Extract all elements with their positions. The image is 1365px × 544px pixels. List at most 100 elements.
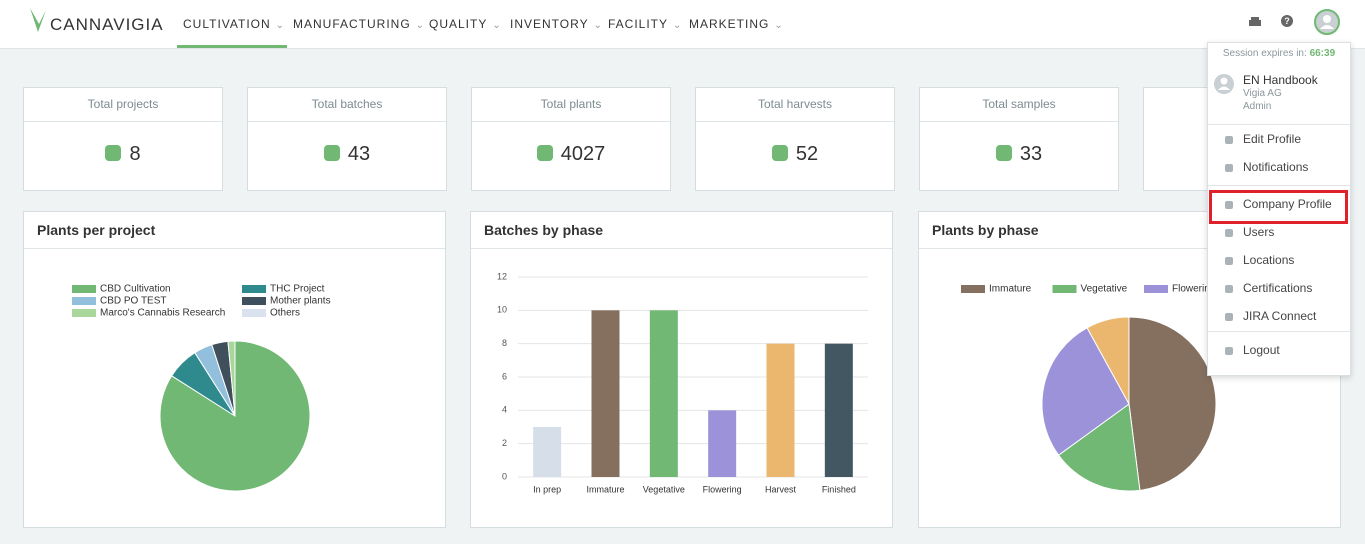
stat-value: 43 [347,143,371,165]
legend-label: THC Project [270,284,325,295]
bar [649,310,678,477]
pie-slice [1041,327,1130,456]
nav-item[interactable]: QUALITY ⌄ [429,17,502,31]
stat-card: Total batches 43 [247,87,447,191]
legend-label: Flowering [1172,284,1215,295]
menu-item[interactable]: Certifications [1243,281,1313,295]
menu-icon [1225,257,1233,265]
legend-swatch [1052,285,1077,293]
stat-card: Total plants 4027 [471,87,671,191]
stat-title: Total projects [24,88,222,122]
stat-row: 4027 [472,143,670,166]
chevron: ⌄ [275,20,286,31]
menu-item[interactable]: Logout [1243,343,1280,357]
legend-label: Marco's Cannabis Research [100,308,225,319]
x-tick-label: Harvest [765,484,797,494]
menu-icon [1225,164,1233,172]
help-button[interactable]: ? [1280,14,1294,28]
stat-card: Total harvests 52 [695,87,895,191]
stat-title: Total samples [920,88,1118,122]
user-company: Vigia AG [1243,88,1282,99]
x-tick-label: Vegetative [643,484,685,494]
legend-label: Others [270,308,300,319]
svg-text:?: ? [1284,16,1290,26]
print-button[interactable] [1248,16,1262,30]
chart-title: Batches by phase [471,212,892,249]
stat-title: Total plants [472,88,670,122]
stat-row: 33 [920,143,1118,166]
stat-card: Total projects 8 [23,87,223,191]
user-name: EN Handbook [1243,73,1318,87]
nav-item[interactable]: CULTIVATION ⌄ [183,17,285,31]
legend-swatch [72,309,96,317]
menu-icon [1225,229,1233,237]
menu-item[interactable]: Locations [1243,253,1295,267]
bar [824,343,853,477]
nav-item[interactable]: MARKETING ⌄ [689,17,784,31]
nav-item[interactable]: FACILITY ⌄ [608,17,682,31]
menu-icon [1225,201,1233,209]
separator [1208,124,1350,125]
avatar-button[interactable] [1313,8,1341,36]
legend-swatch [1144,285,1168,293]
menu-icon [1225,347,1233,355]
legend-label: Vegetative [1081,284,1128,295]
chevron: ⌄ [774,20,784,31]
nav-label: QUALITY [429,17,488,31]
user-role: Admin [1243,101,1272,112]
stat-title: Total batches [248,88,446,122]
legend-label: Immature [989,284,1032,295]
legend-swatch [961,285,985,293]
y-tick-label: 2 [502,438,507,448]
session-time: 66:39 [1309,48,1336,59]
menu-item[interactable]: Notifications [1243,160,1309,174]
nav-label: MANUFACTURING [293,17,411,31]
menu-item[interactable]: Edit Profile [1243,132,1302,146]
chart-title: Plants by phase [919,212,1340,249]
stat-value: 52 [795,143,819,165]
bar [708,410,737,477]
pie-slice [1128,316,1217,491]
nav-item[interactable]: MANUFACTURING ⌄ [293,17,425,31]
y-tick-label: 8 [502,338,507,348]
header: CANNAVIGIA CULTIVATION ⌄ MANUFACTURING ⌄ QUA… [0,0,1365,49]
nav-label: INVENTORY [510,17,589,31]
legend-label: CBD Cultivation [100,284,171,295]
highlight-box [1209,190,1348,224]
stat-icon [995,145,1012,161]
y-tick-label: 4 [502,405,507,415]
menu-item[interactable]: Company Profile [1243,197,1332,211]
active-underline [177,45,287,48]
legend-swatch [242,285,266,293]
bar [591,310,620,477]
x-tick-label: In prep [533,484,561,494]
stat-value: 4027 [560,143,606,165]
chevron: ⌄ [415,20,426,31]
menu-icon [1225,136,1233,144]
menu-icon [1225,313,1233,321]
chevron: ⌄ [593,20,603,31]
stat-title: Total harvests [696,88,894,122]
stat-icon [105,145,122,161]
user-avatar [1214,74,1234,94]
pie-slice [1057,403,1141,492]
separator [1208,331,1350,332]
stat-card: Total samples 33 [919,87,1119,191]
session-label: Session expires in: [1222,48,1307,59]
y-tick-label: 0 [502,471,507,481]
legend-swatch [242,309,266,317]
stat-row: 8 [24,143,222,166]
menu-item[interactable]: JIRA Connect [1243,309,1317,323]
legend-swatch [72,285,96,293]
logo: CANNAVIGIA [50,15,164,34]
y-tick-label: 12 [497,271,507,281]
menu-item[interactable]: Users [1243,225,1275,239]
x-tick-label: Finished [822,484,856,494]
stat-value: 33 [1019,143,1043,165]
nav-item[interactable]: INVENTORY ⌄ [510,17,603,31]
chart-title: Plants per project [24,212,445,249]
menu-icon [1225,285,1233,293]
stat-value: 8 [129,143,141,165]
y-tick-label: 6 [502,371,507,381]
